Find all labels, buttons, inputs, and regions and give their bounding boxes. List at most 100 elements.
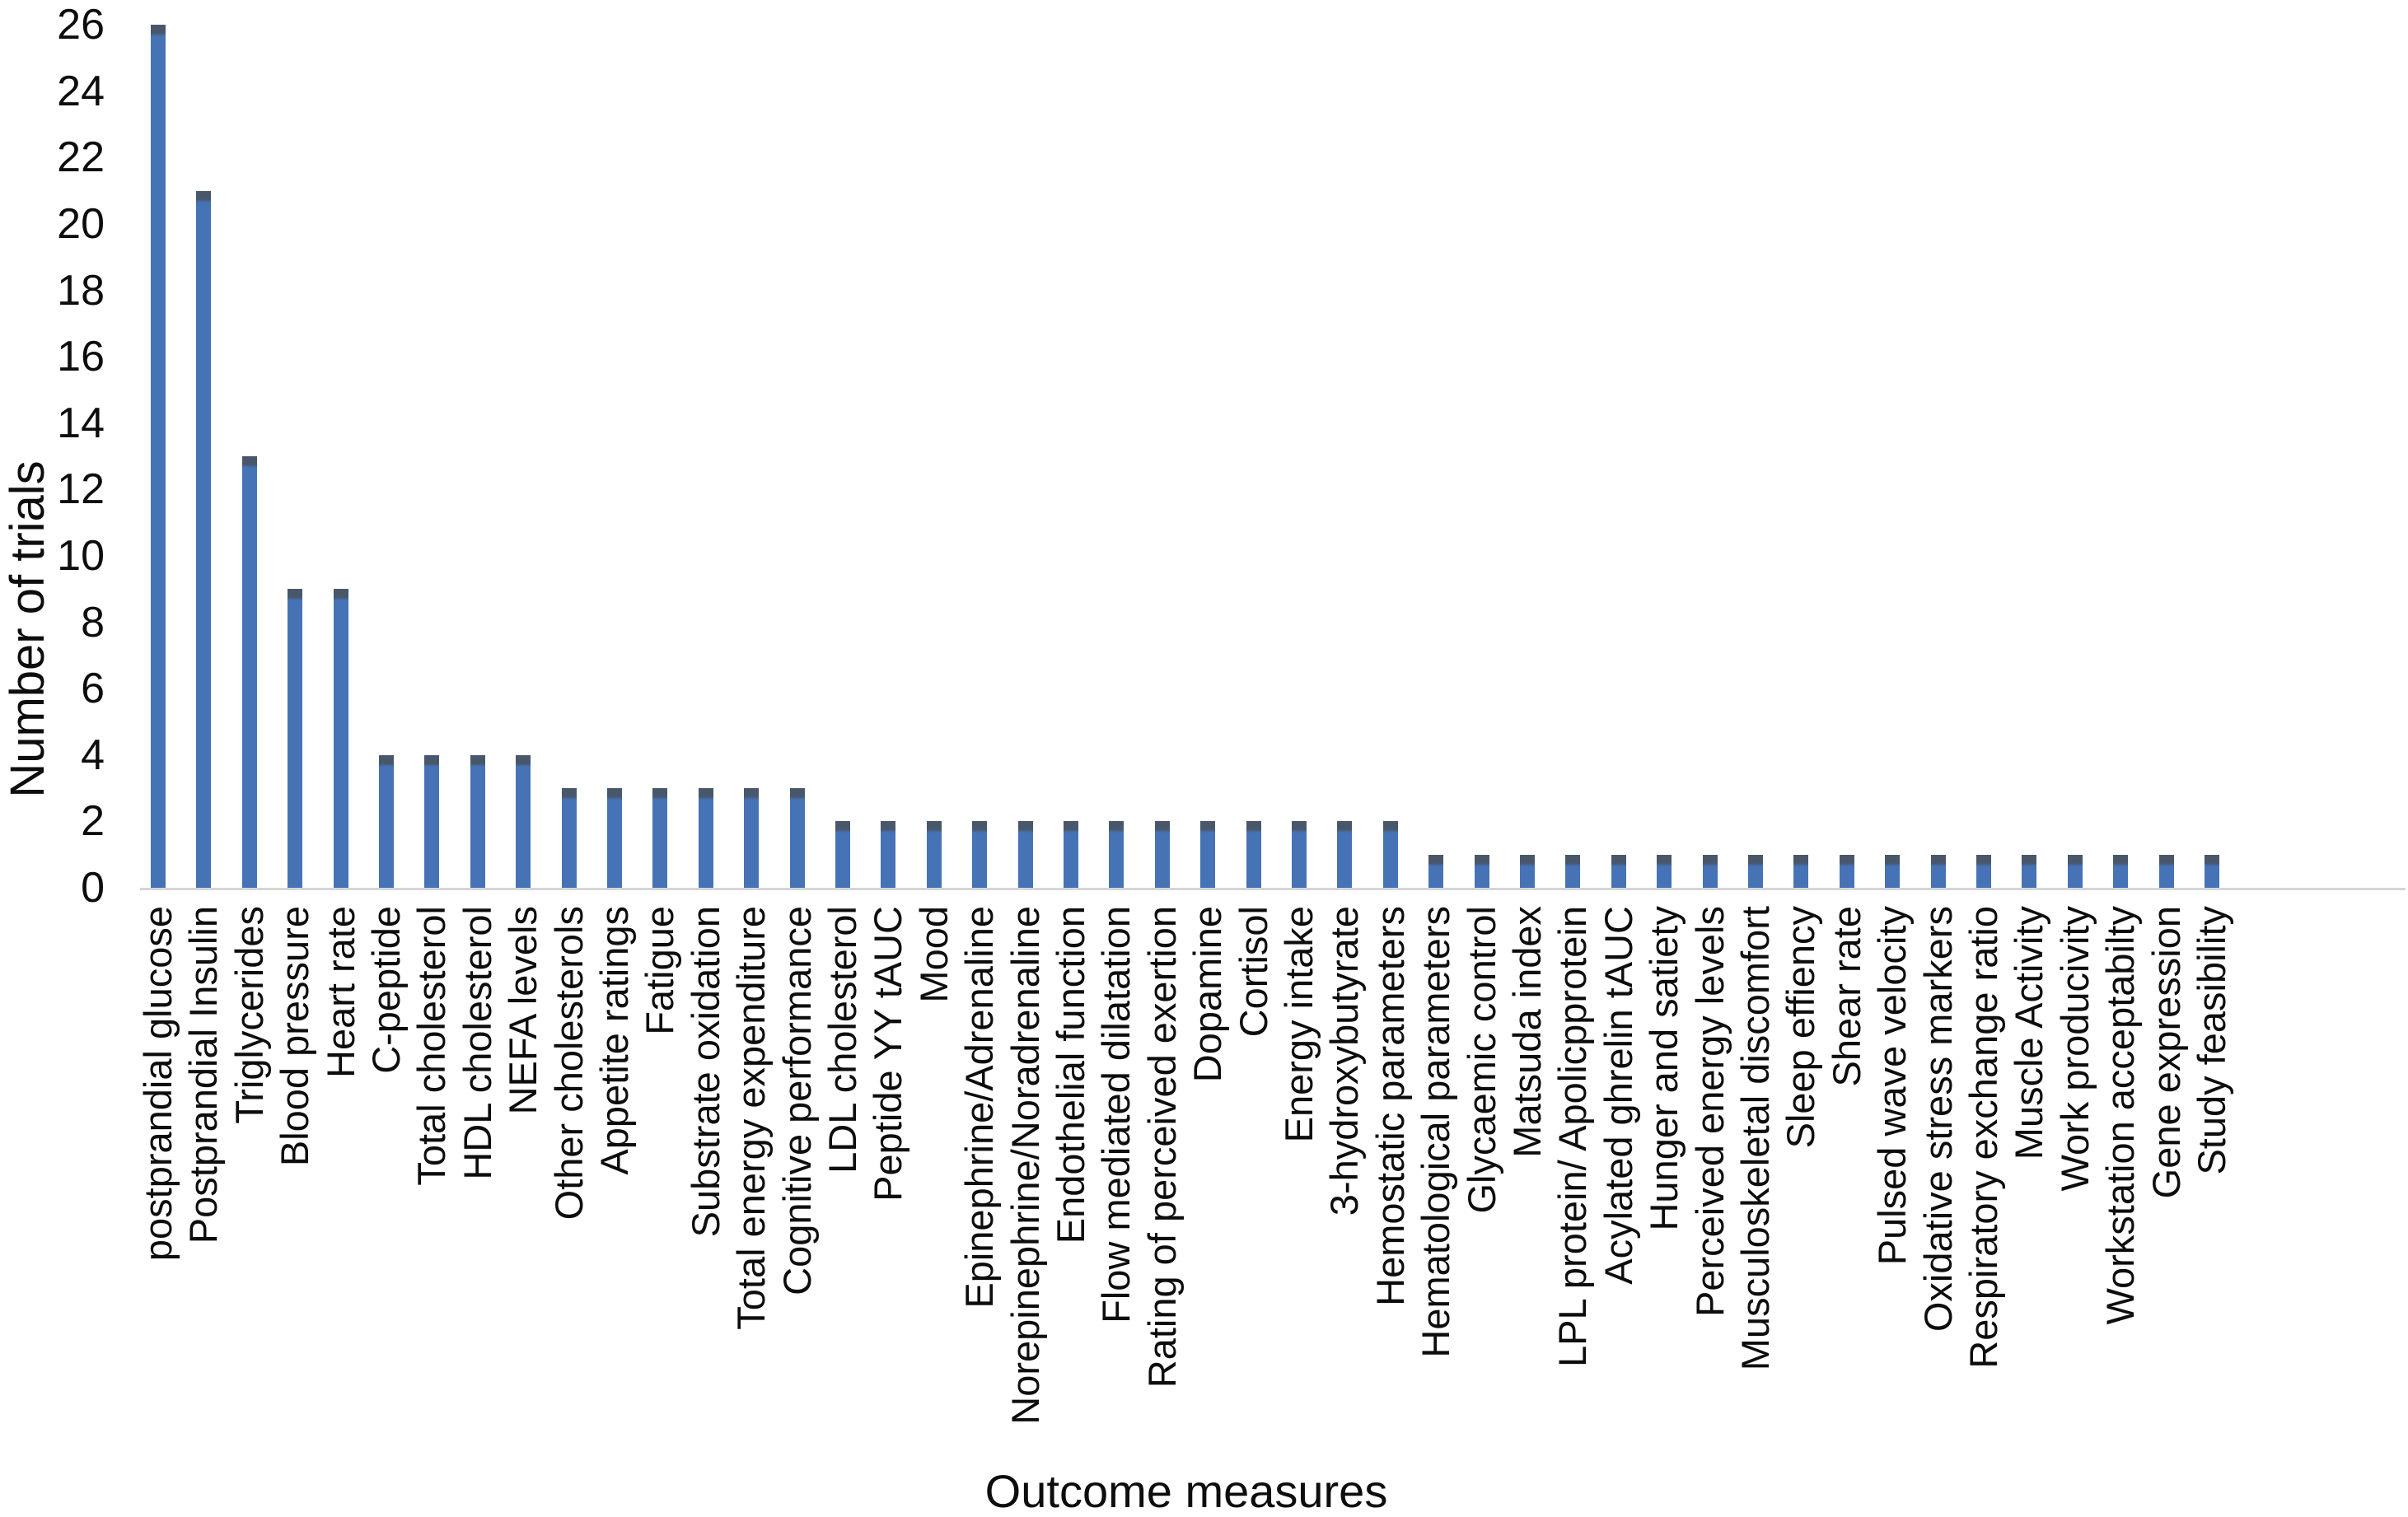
x-category-label: Glycaemic control bbox=[1459, 906, 1503, 1214]
bar bbox=[379, 754, 394, 888]
y-tick-label: 2 bbox=[81, 797, 105, 846]
y-tick-label: 12 bbox=[57, 465, 105, 514]
bar bbox=[1839, 854, 1854, 888]
x-axis-line bbox=[140, 888, 2406, 890]
x-category-label: Respiratory exchange ratio bbox=[1961, 906, 2005, 1369]
y-tick-label: 0 bbox=[81, 864, 105, 912]
x-category-label: Postprandial Insulin bbox=[181, 906, 226, 1244]
bar bbox=[881, 821, 896, 888]
bar bbox=[789, 788, 805, 888]
x-category-label: Total energy expenditure bbox=[729, 906, 774, 1330]
bar bbox=[1702, 854, 1718, 888]
x-axis-title: Outcome measures bbox=[984, 1465, 1388, 1517]
x-category-label: Total cholesterol bbox=[409, 906, 454, 1186]
x-category-label: Energy intake bbox=[1277, 906, 1321, 1143]
bar bbox=[744, 788, 760, 888]
bar bbox=[1109, 821, 1125, 888]
x-category-label: Hemostatic parameters bbox=[1368, 906, 1412, 1306]
bar bbox=[288, 589, 303, 888]
x-category-label: Heart rate bbox=[318, 906, 362, 1078]
x-category-label: Hematological parameters bbox=[1414, 906, 1458, 1358]
y-tick-label: 6 bbox=[81, 665, 105, 713]
y-tick-label: 18 bbox=[57, 266, 105, 315]
y-tick-label: 4 bbox=[81, 730, 105, 779]
y-tick-label: 16 bbox=[57, 333, 105, 381]
x-category-label: LPL protein/ Apolicpprotein bbox=[1550, 906, 1595, 1368]
x-category-label: Epinephrine/Adrenaline bbox=[957, 906, 1002, 1309]
x-category-label: Blood pressure bbox=[273, 906, 317, 1167]
bar bbox=[1428, 854, 1444, 888]
bar bbox=[607, 788, 622, 888]
x-category-label: NEFA levels bbox=[501, 906, 545, 1115]
bar bbox=[1064, 821, 1078, 888]
y-tick-label: 22 bbox=[57, 133, 105, 182]
bar bbox=[2113, 854, 2129, 888]
y-tick-label: 8 bbox=[81, 598, 105, 646]
x-category-label: Sleep effiency bbox=[1779, 906, 1823, 1149]
x-category-label: Study feasibility bbox=[2190, 906, 2233, 1175]
x-category-label: Mood bbox=[911, 906, 956, 1003]
x-category-label: Cortisol bbox=[1231, 906, 1275, 1038]
x-category-label: postprandial glucose bbox=[136, 906, 180, 1262]
bar bbox=[698, 788, 713, 888]
bar bbox=[241, 456, 257, 888]
x-category-label: Triglycerides bbox=[227, 906, 271, 1124]
bar bbox=[1382, 821, 1398, 888]
bar bbox=[1520, 854, 1535, 888]
bar bbox=[2158, 854, 2174, 888]
x-category-label: LDL cholesterol bbox=[821, 906, 864, 1174]
bar bbox=[196, 190, 212, 888]
bar bbox=[151, 25, 166, 888]
bar bbox=[333, 589, 348, 888]
x-category-label: Appetite ratings bbox=[592, 906, 636, 1175]
x-category-label: Cognitive performance bbox=[774, 906, 819, 1295]
x-category-label: Fatigue bbox=[638, 906, 682, 1035]
bar bbox=[1657, 854, 1672, 888]
bar bbox=[1976, 854, 1991, 888]
x-category-label: Hunger and satiety bbox=[1642, 906, 1686, 1231]
bar bbox=[470, 754, 485, 888]
bar bbox=[1611, 854, 1626, 888]
x-category-label: Pulsed wave velocity bbox=[1870, 906, 1915, 1266]
bar bbox=[424, 754, 440, 888]
bar bbox=[2022, 854, 2037, 888]
bar bbox=[1793, 854, 1809, 888]
bar bbox=[652, 788, 668, 888]
x-category-label: Peptide YY tAUC bbox=[866, 906, 910, 1202]
x-category-label: Rating of perceived exertion bbox=[1139, 906, 1184, 1389]
bar bbox=[926, 821, 942, 888]
bar bbox=[1565, 854, 1581, 888]
bar bbox=[1748, 854, 1763, 888]
bar bbox=[1474, 854, 1489, 888]
bar bbox=[1200, 821, 1216, 888]
x-category-label: HDL cholesterol bbox=[455, 906, 499, 1180]
y-tick-label: 14 bbox=[57, 399, 105, 447]
y-tick-label: 20 bbox=[57, 200, 105, 248]
x-category-label: Acylated ghrelin tAUC bbox=[1596, 906, 1640, 1285]
bar bbox=[835, 821, 850, 888]
x-category-label: Perceived energy levels bbox=[1687, 906, 1732, 1317]
bar bbox=[1246, 821, 1261, 888]
x-category-label: Substrate oxidation bbox=[683, 906, 727, 1238]
x-category-label: 3-hydroxybutyrate bbox=[1322, 906, 1367, 1216]
bar bbox=[561, 788, 577, 888]
x-category-label: Endothelial function bbox=[1049, 906, 1092, 1244]
x-category-label: Other cholesterols bbox=[546, 906, 591, 1221]
bar bbox=[1337, 821, 1353, 888]
x-category-label: Shear rate bbox=[1824, 906, 1868, 1087]
bar bbox=[516, 754, 531, 888]
x-category-label: Workstation acceptabilty bbox=[2098, 906, 2143, 1325]
bar bbox=[1292, 821, 1307, 888]
x-category-label: Norepinephrine/Noradrenaline bbox=[1003, 906, 1047, 1425]
x-category-label: Muscle Activity bbox=[2007, 906, 2051, 1160]
bar bbox=[1885, 854, 1901, 888]
x-category-label: Flow mediated dilatation bbox=[1094, 906, 1139, 1323]
bar bbox=[972, 821, 988, 888]
x-category-label: Musculoskeletal discomfort bbox=[1733, 906, 1777, 1371]
bar bbox=[1930, 854, 1946, 888]
x-category-label: C-peptide bbox=[364, 906, 408, 1074]
x-category-label: Work producivity bbox=[2052, 906, 2097, 1192]
bar bbox=[2067, 854, 2083, 888]
y-tick-label: 24 bbox=[57, 67, 105, 115]
